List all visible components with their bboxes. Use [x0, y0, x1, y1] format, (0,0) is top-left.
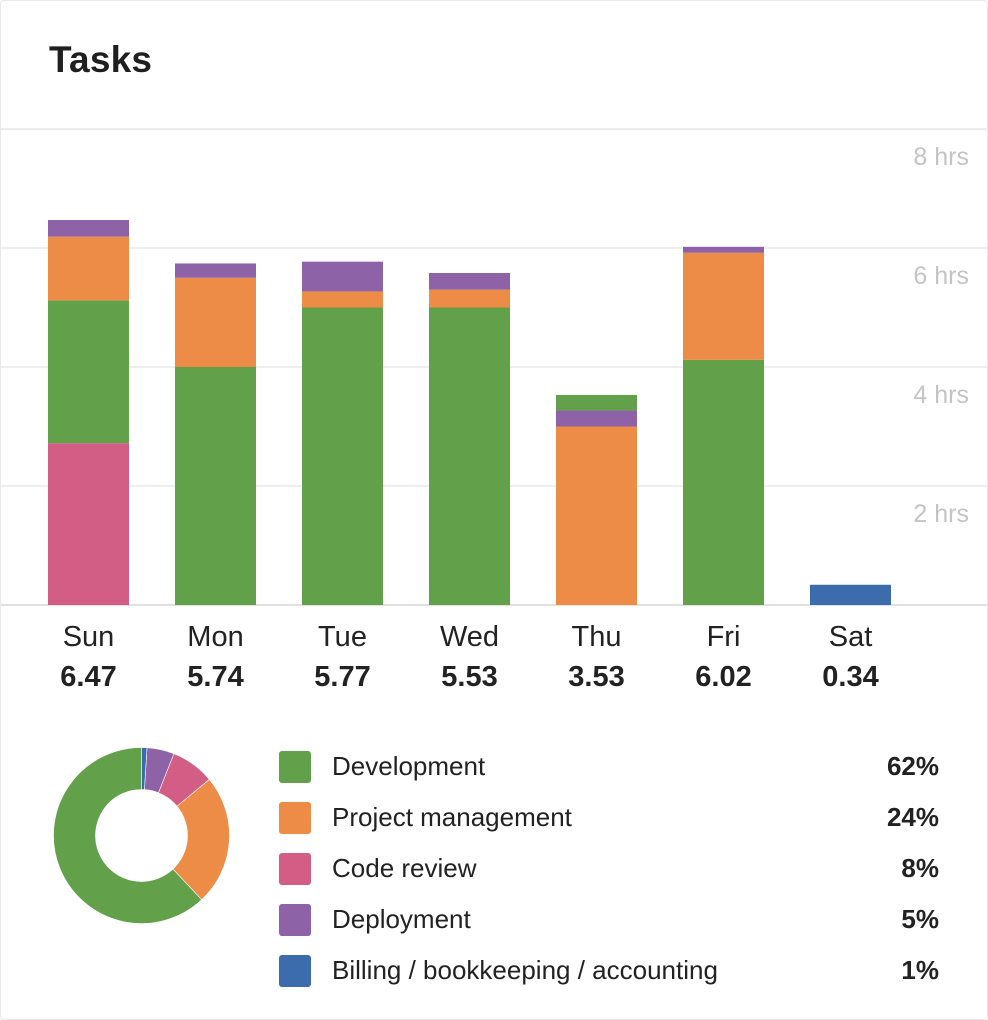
legend-swatch-project-management	[279, 801, 311, 834]
day-total-label: 5.74	[187, 661, 243, 693]
legend-item: Code review 8%	[279, 843, 939, 894]
y-tick-label: 8 hrs	[913, 143, 969, 171]
day-total-label: 6.47	[60, 661, 116, 693]
legend-label: Code review	[332, 853, 477, 883]
legend-percent: 1%	[901, 955, 939, 985]
donut-slice-development	[53, 747, 203, 924]
legend-percent: 24%	[886, 802, 939, 832]
bar-segment-deployment	[48, 220, 129, 237]
y-tick-label: 4 hrs	[913, 381, 969, 409]
x-tick-label: Sun	[63, 621, 115, 653]
day-total-label: 6.02	[695, 661, 751, 693]
bar-segment-development	[556, 394, 637, 411]
bar-segment-development	[48, 300, 129, 444]
bar-segment-development	[175, 367, 256, 605]
legend-swatch-development	[279, 750, 311, 783]
legend-swatch-code-review	[279, 852, 311, 885]
x-tick-label: Sat	[829, 621, 873, 653]
bar-segment-development	[429, 307, 510, 605]
bar-segment-deployment	[429, 272, 510, 290]
bar-segment-deployment	[683, 246, 764, 253]
legend-item: Development 62%	[279, 741, 939, 792]
legend-percent: 8%	[901, 853, 939, 883]
x-tick-label: Wed	[440, 621, 499, 653]
y-tick-label: 2 hrs	[913, 500, 969, 528]
bar-segment-project-management	[429, 289, 510, 308]
legend-item: Billing / bookkeeping / accounting 1%	[279, 945, 939, 996]
donut-slice-billing	[141, 747, 148, 790]
bar-segment-project-management	[556, 426, 637, 605]
legend-percent: 5%	[901, 904, 939, 934]
x-tick-label: Fri	[707, 621, 741, 653]
day-total-label: 0.34	[822, 661, 878, 693]
bar-segment-project-management	[48, 236, 129, 301]
bar-segment-deployment	[175, 263, 256, 278]
x-tick-label: Tue	[318, 621, 367, 653]
y-tick-label: 6 hrs	[913, 262, 969, 290]
legend-label: Deployment	[332, 904, 471, 934]
legend-label: Billing / bookkeeping / accounting	[332, 955, 718, 985]
bar-segment-deployment	[302, 261, 383, 292]
bar-segment-development	[683, 359, 764, 605]
day-total-label: 5.77	[314, 661, 370, 693]
bar-segment-development	[302, 307, 383, 605]
card-title: Tasks	[49, 39, 153, 80]
day-total-label: 5.53	[441, 661, 497, 693]
bar-segment-project-management	[175, 277, 256, 367]
bar-segment-project-management	[683, 252, 764, 360]
donut-legend: Development 62% Project management 24% C…	[279, 741, 939, 996]
legend-item: Project management 24%	[279, 792, 939, 843]
x-tick-label: Mon	[187, 621, 243, 653]
day-total-label: 3.53	[568, 661, 624, 693]
task-share-donut-chart	[53, 747, 230, 924]
daily-hours-bar-chart: 2 hrs 4 hrs 6 hrs 8 hrs Sun 6.47 Mon 5.74 Tue 5.7…	[1, 128, 988, 693]
bar-segment-project-management	[302, 291, 383, 308]
bar-segment-billing	[810, 584, 891, 605]
legend-swatch-deployment	[279, 903, 311, 936]
legend-label: Development	[332, 751, 486, 781]
x-tick-label: Thu	[572, 621, 622, 653]
legend-percent: 62%	[886, 751, 939, 781]
legend-swatch-billing	[279, 954, 311, 987]
bar-segment-code-review	[48, 443, 129, 605]
legend-item: Deployment 5%	[279, 894, 939, 945]
bar-segment-deployment	[556, 410, 637, 427]
legend-label: Project management	[332, 802, 572, 832]
